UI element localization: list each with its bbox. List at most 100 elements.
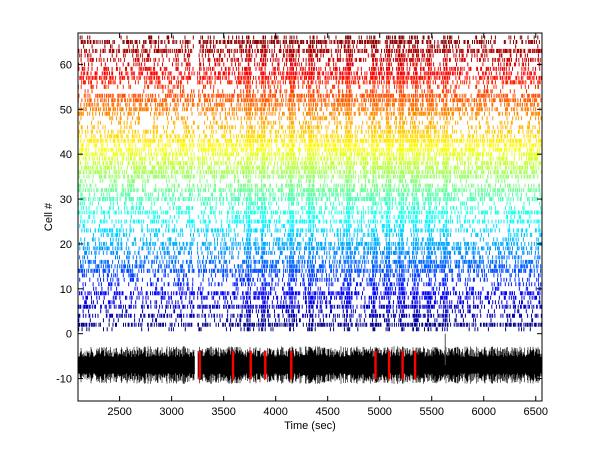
cell-spikes-39	[78, 156, 539, 161]
cell-spikes-24	[79, 224, 540, 228]
event-marker-3	[249, 350, 252, 380]
cell-spikes-13	[81, 273, 541, 278]
cell-row-51	[80, 102, 540, 107]
cell-spikes-21	[80, 237, 539, 242]
cell-spikes-50	[79, 107, 541, 112]
event-marker-7	[387, 350, 391, 380]
cell-spikes-6	[78, 304, 542, 309]
cell-spikes-12	[79, 277, 539, 282]
cell-row-8	[82, 295, 541, 300]
cell-spikes-46	[80, 125, 541, 130]
x-tick-label-6500: 6500	[524, 406, 548, 418]
cell-spikes-4	[78, 313, 542, 318]
cell-spikes-35	[78, 174, 539, 179]
cell-spikes-27	[78, 210, 542, 215]
cell-row-52	[78, 98, 542, 103]
cell-row-34	[80, 179, 519, 184]
cell-spikes-47	[79, 120, 540, 125]
cell-spikes-64	[83, 44, 539, 49]
cell-spikes-10	[82, 286, 541, 291]
cell-row-31	[80, 192, 541, 197]
cell-row-57	[79, 75, 542, 80]
cell-spikes-16	[80, 259, 539, 264]
cell-spikes-41	[79, 147, 541, 152]
cell-spikes-1	[78, 327, 531, 332]
cell-spikes-9	[79, 291, 541, 296]
cell-row-16	[80, 259, 539, 264]
cell-spikes-7	[84, 300, 541, 305]
cell-spikes-11	[82, 282, 542, 287]
cell-row-39	[78, 156, 539, 161]
cell-row-44	[78, 134, 540, 139]
cell-spikes-20	[79, 241, 542, 246]
cell-row-48	[80, 116, 542, 121]
cell-row-7	[84, 300, 541, 305]
cell-spikes-28	[81, 206, 542, 210]
cell-row-54	[84, 89, 527, 94]
cell-row-60	[78, 62, 541, 67]
cell-spikes-43	[78, 138, 542, 143]
cell-row-65	[80, 40, 540, 44]
cell-spikes-17	[79, 255, 541, 260]
cell-row-26	[80, 215, 531, 219]
cell-spikes-59	[78, 66, 541, 71]
cell-row-55	[78, 84, 539, 89]
cell-row-3	[78, 318, 534, 323]
cell-spikes-54	[84, 89, 527, 94]
y-tick-label-30: 30	[60, 194, 72, 206]
cell-row-46	[80, 125, 541, 130]
cell-row-10	[82, 286, 541, 291]
event-markers	[198, 350, 417, 380]
cell-row-13	[81, 273, 541, 278]
cell-row-24	[79, 224, 540, 228]
cell-spikes-51	[80, 102, 540, 107]
event-marker-8	[401, 350, 404, 380]
cell-spikes-55	[78, 84, 539, 89]
cell-row-32	[78, 188, 541, 193]
cell-row-19	[79, 246, 539, 251]
event-marker-4	[264, 350, 267, 380]
cell-spikes-31	[80, 192, 541, 197]
cell-spikes-49	[78, 111, 541, 116]
cell-row-63	[78, 48, 542, 53]
cell-row-58	[80, 71, 536, 76]
cell-spikes-25	[80, 219, 541, 224]
cell-row-11	[82, 282, 542, 287]
cell-row-20	[79, 241, 542, 246]
cell-row-64	[83, 44, 539, 49]
x-tick-label-2500: 2500	[107, 406, 131, 418]
cell-spikes-63	[78, 48, 542, 53]
cell-spikes-30	[80, 197, 542, 202]
cell-row-59	[78, 66, 541, 71]
cell-spikes-66	[79, 35, 539, 40]
cell-spikes-62	[79, 53, 539, 58]
cell-spikes-42	[80, 143, 542, 148]
cell-row-43	[78, 138, 542, 143]
x-tick-label-3500: 3500	[211, 406, 235, 418]
cell-spikes-8	[82, 295, 541, 300]
x-tick-label-5500: 5500	[419, 406, 443, 418]
y-axis-ticks: -10 0 10 20 30 40 50 60	[56, 59, 542, 386]
cell-spikes-61	[80, 57, 541, 62]
cell-row-53	[78, 93, 541, 98]
cell-row-37	[78, 165, 540, 170]
cell-row-2	[78, 322, 542, 327]
cell-spikes-37	[78, 165, 540, 170]
cell-row-36	[78, 170, 542, 175]
cell-spikes-52	[78, 98, 542, 103]
cell-row-29	[78, 201, 541, 206]
cell-row-66	[79, 35, 539, 40]
y-tick-label--10: -10	[56, 374, 72, 386]
event-marker-2	[231, 350, 235, 380]
cell-row-21	[80, 237, 539, 242]
cell-spikes-53	[78, 93, 541, 98]
y-tick-label-10: 10	[60, 284, 72, 296]
cell-row-35	[78, 174, 539, 179]
cell-spikes-45	[78, 129, 541, 134]
y-axis-label: Cell #	[43, 202, 55, 231]
x-tick-label-4000: 4000	[263, 406, 287, 418]
spike-raster	[78, 35, 542, 332]
cell-row-27	[78, 210, 542, 215]
cell-spikes-40	[78, 152, 541, 157]
